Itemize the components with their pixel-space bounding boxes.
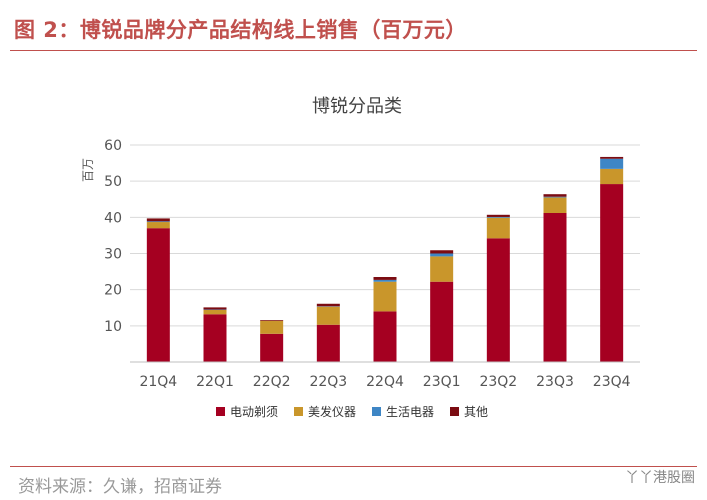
chart-title: 博锐分品类 [312,96,402,117]
x-tick-label: 22Q2 [253,374,291,390]
bar-segment [316,306,340,325]
bars [146,156,624,362]
watermark: 丫丫港股圈 [625,470,695,486]
y-tick-label: 40 [104,210,122,226]
bar-segment [430,256,454,282]
legend-label: 生活电器 [386,405,434,419]
bar-segment [430,281,454,362]
bar-segment [600,168,624,185]
bar-segment [600,184,624,362]
bar-segment [486,214,510,217]
bar-segment [203,309,227,315]
legend-label: 电动剃须 [230,405,278,419]
x-tick-label: 23Q3 [536,374,574,390]
legend-label: 美发仪器 [308,404,356,419]
source-divider [10,466,697,467]
bar-segment [316,324,340,362]
bar-segment [373,277,397,280]
bar-segment [260,333,284,362]
bar-segment [373,311,397,362]
bar-segment [543,196,567,198]
legend-swatch [450,407,459,416]
bar-segment [430,253,454,257]
y-tick-label: 30 [104,247,122,263]
stacked-bar-chart: 博锐分品类 百万 10 20 30 40 50 60 21Q4 22Q1 22Q2 22Q3 22… [81,96,640,419]
y-tick-label: 20 [104,283,122,299]
x-tick-label: 23Q2 [479,374,517,390]
legend-label: 其他 [464,405,488,419]
y-tick-label: 10 [104,319,122,335]
bar-segment [486,217,510,239]
x-axis-ticks: 21Q4 22Q1 22Q2 22Q3 22Q4 23Q1 23Q2 23Q3 23Q4 [139,374,630,390]
bar-segment [430,250,454,254]
bar-segment [373,281,397,312]
bar-segment [146,218,170,222]
figure-title: 图 2：博锐品牌分产品结构线上销售（百万元） [14,18,467,42]
y-tick-label: 50 [104,174,122,190]
title-divider [10,50,697,51]
x-tick-label: 23Q4 [593,374,631,390]
x-tick-label: 23Q1 [423,374,461,390]
bar-segment [600,156,624,159]
bar-segment [316,303,340,307]
bar-segment [203,307,227,310]
legend: 电动剃须 美发仪器 生活电器 其他 [216,404,488,419]
bar-segment [600,158,624,169]
bar-segment [203,314,227,362]
legend-swatch [372,407,381,416]
x-tick-label: 22Q1 [196,374,234,390]
bar-segment [486,216,510,218]
bar-segment [260,320,284,321]
x-tick-label: 21Q4 [139,374,177,390]
legend-swatch [216,407,225,416]
bar-segment [146,228,170,362]
legend-swatch [294,407,303,416]
bar-segment [146,221,170,223]
bar-segment [486,238,510,362]
y-tick-label: 60 [104,138,122,154]
bar-segment [543,212,567,362]
bar-segment [260,320,284,334]
x-tick-label: 22Q3 [309,374,347,390]
bar-segment [543,194,567,197]
x-tick-label: 22Q4 [366,374,404,390]
source-note: 资料来源：久谦，招商证券 [18,477,222,497]
y-axis-ticks: 10 20 30 40 50 60 [104,138,122,335]
bar-segment [146,222,170,229]
bar-segment [373,279,397,282]
y-axis-label: 百万 [81,158,95,182]
bar-segment [543,197,567,213]
